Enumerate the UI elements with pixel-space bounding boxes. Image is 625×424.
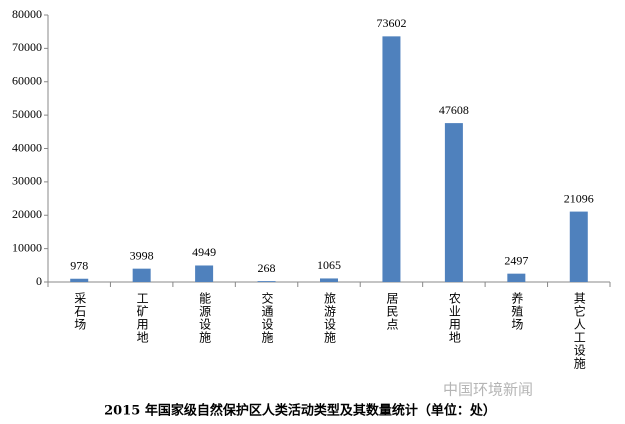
bar	[257, 281, 276, 282]
bar	[70, 278, 89, 282]
bar	[320, 278, 338, 282]
x-tick-label: 交通设施	[260, 291, 274, 344]
value-label: 1065	[317, 258, 341, 272]
bar	[132, 268, 151, 282]
value-label: 4949	[192, 245, 216, 259]
watermark: 中国环境新闻	[443, 381, 533, 399]
value-label: 2497	[504, 253, 528, 267]
value-label: 73602	[376, 16, 406, 30]
y-tick-label: 20000	[12, 207, 42, 221]
y-tick-label: 60000	[12, 74, 42, 88]
x-tick-label: 其它人工设施	[572, 292, 586, 370]
value-label: 3998	[130, 248, 154, 262]
y-tick-label: 30000	[12, 174, 42, 188]
y-tick-label: 80000	[12, 7, 42, 21]
value-label: 47608	[439, 103, 469, 117]
x-tick-label: 能源设施	[198, 292, 212, 344]
x-tick-label: 养殖场	[510, 291, 524, 331]
bar	[382, 36, 401, 282]
x-tick-label: 居民点	[385, 292, 399, 331]
x-tick-label: 旅游设施	[323, 292, 337, 344]
value-label: 268	[258, 261, 276, 275]
bar	[195, 265, 214, 282]
bar	[444, 123, 463, 282]
x-tick-label: 工矿用地	[135, 292, 149, 344]
x-tick-label: 采石场	[73, 292, 87, 331]
value-label: 21096	[564, 191, 594, 205]
y-tick-label: 40000	[12, 140, 42, 154]
y-tick-label: 10000	[12, 240, 42, 254]
x-tick-label: 农业用地	[447, 292, 461, 344]
bar	[569, 211, 588, 282]
bar	[507, 273, 526, 282]
y-tick-label: 50000	[12, 107, 42, 121]
chart-title: 2015 年国家级自然保护区人类活动类型及其数量统计（单位：处）	[104, 403, 496, 419]
y-tick-label: 0	[36, 274, 42, 288]
value-label: 978	[70, 258, 88, 272]
y-tick-label: 70000	[12, 40, 42, 54]
